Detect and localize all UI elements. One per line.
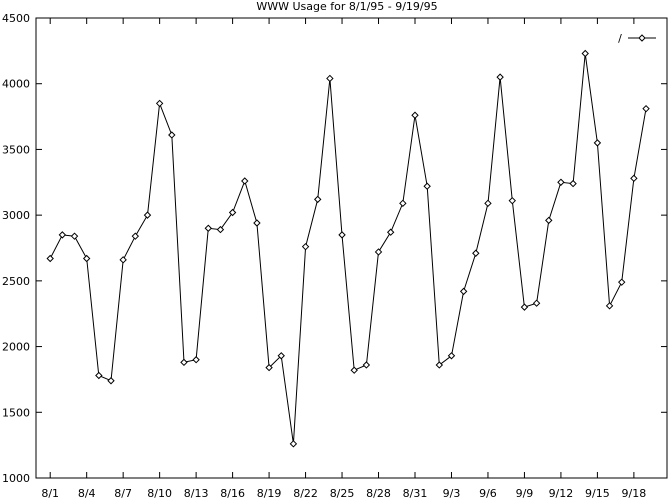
x-tick-label: 8/7 xyxy=(114,487,132,499)
x-tick-label: 8/1 xyxy=(41,487,59,499)
data-point xyxy=(277,352,285,360)
data-point xyxy=(557,178,565,186)
data-point xyxy=(265,363,273,372)
data-point xyxy=(301,242,310,251)
data-point xyxy=(241,177,249,185)
data-point xyxy=(435,361,444,369)
data-point xyxy=(82,254,91,263)
data-point xyxy=(338,231,346,239)
data-point xyxy=(399,199,407,208)
data-point xyxy=(496,73,504,81)
y-tick-label: 4500 xyxy=(2,12,30,25)
data-point xyxy=(228,208,237,217)
data-point xyxy=(119,256,127,264)
series-line xyxy=(49,53,647,444)
data-point xyxy=(95,371,103,380)
data-point xyxy=(253,219,261,227)
y-tick-label: 4000 xyxy=(2,78,30,91)
x-tick-label: 9/12 xyxy=(549,487,574,499)
data-point xyxy=(70,232,79,240)
x-tick-label: 8/16 xyxy=(220,487,245,499)
data-point xyxy=(314,195,322,204)
data-point xyxy=(618,278,626,286)
data-point xyxy=(423,182,431,190)
data-point xyxy=(326,74,334,83)
x-tick-label: 8/10 xyxy=(147,487,172,499)
data-point xyxy=(168,131,176,139)
y-tick-label: 1500 xyxy=(2,406,30,419)
data-point xyxy=(593,139,602,147)
data-point xyxy=(605,302,614,310)
y-tick-label: 3000 xyxy=(2,209,30,222)
x-tick-label: 8/4 xyxy=(78,487,96,499)
x-tick-label: 8/22 xyxy=(293,487,318,499)
data-point xyxy=(447,352,456,360)
x-tick-label: 8/19 xyxy=(257,487,282,499)
chart-title: WWW Usage for 8/1/95 - 9/19/95 xyxy=(256,0,437,13)
data-point xyxy=(484,199,492,208)
data-point xyxy=(508,196,516,205)
data-point xyxy=(581,49,589,58)
data-point xyxy=(532,299,541,307)
x-tick-label: 8/31 xyxy=(403,487,428,499)
data-point xyxy=(386,228,395,236)
data-point xyxy=(472,249,480,257)
y-tick-label: 2000 xyxy=(2,341,30,354)
data-point xyxy=(289,440,298,448)
data-point xyxy=(180,358,188,367)
x-tick-label: 9/6 xyxy=(479,487,497,499)
data-point xyxy=(58,231,67,239)
x-tick-label: 9/18 xyxy=(622,487,647,499)
data-point xyxy=(143,211,152,219)
x-tick-label: 8/25 xyxy=(330,487,355,499)
x-tick-label: 8/13 xyxy=(184,487,209,499)
data-point xyxy=(459,287,468,296)
data-point xyxy=(630,174,638,183)
legend-label: / xyxy=(618,32,622,45)
data-point xyxy=(46,254,54,263)
x-tick-label: 9/3 xyxy=(443,487,461,499)
x-tick-label: 9/15 xyxy=(585,487,610,499)
plot-frame xyxy=(35,17,668,479)
data-point xyxy=(545,216,553,225)
data-point xyxy=(155,99,164,108)
data-point xyxy=(642,104,650,113)
y-tick-label: 3500 xyxy=(2,143,30,156)
y-tick-label: 2500 xyxy=(2,275,30,288)
data-point xyxy=(569,179,577,188)
data-point xyxy=(107,377,115,385)
x-tick-label: 8/28 xyxy=(366,487,391,499)
plot-area: 1000 1500 2000 2500 3000 3500 4000 4500 8/1 8/4 8/… xyxy=(2,12,668,499)
data-point xyxy=(520,303,529,311)
data-point xyxy=(411,111,419,119)
data-point xyxy=(350,366,358,374)
legend: / xyxy=(618,32,656,45)
data-point xyxy=(204,224,212,232)
y-tick-label: 1000 xyxy=(2,472,30,485)
legend-marker xyxy=(638,34,646,42)
data-point xyxy=(374,248,383,256)
x-tick-label: 9/9 xyxy=(516,487,534,499)
data-point xyxy=(216,225,225,234)
data-point xyxy=(131,232,140,240)
data-point xyxy=(362,361,371,369)
data-point xyxy=(192,356,200,364)
